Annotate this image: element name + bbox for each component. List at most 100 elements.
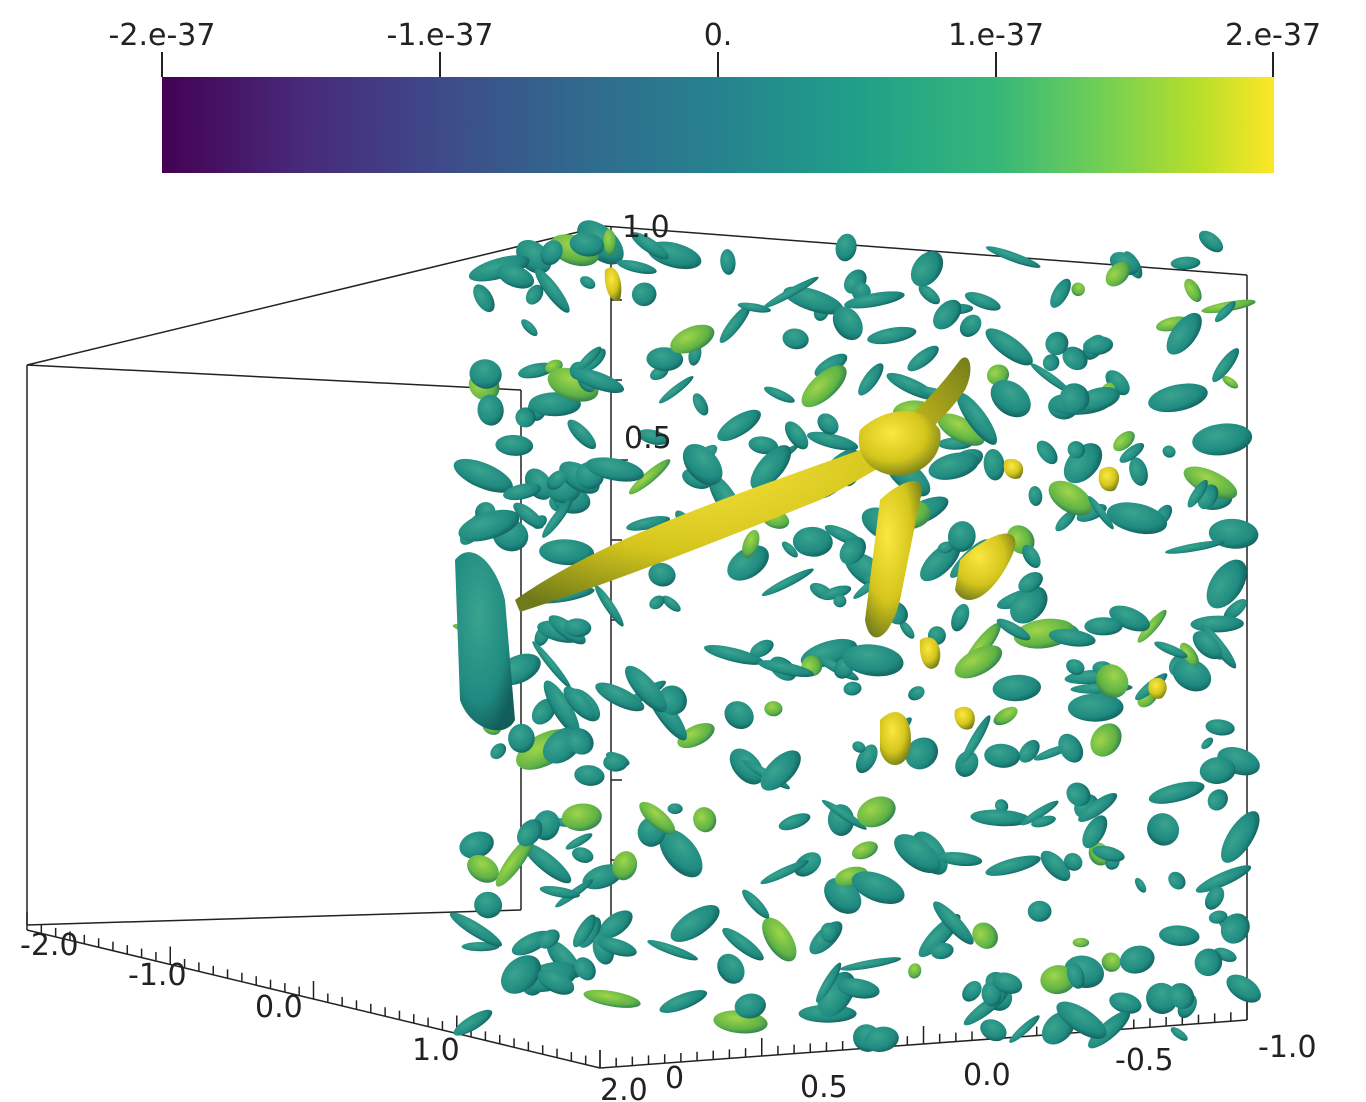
isosurface-blob: [603, 753, 628, 772]
isosurface-blob: [930, 942, 954, 960]
isosurface-blob: [1056, 1001, 1107, 1039]
isosurface-blob: [742, 529, 760, 559]
isosurface-blob: [962, 981, 982, 1002]
isosurface-blob: [1170, 256, 1201, 270]
isosurface-blob: [583, 989, 641, 1008]
isosurface-blob: [1226, 974, 1261, 1003]
isosurface-blob: [1148, 383, 1208, 413]
isosurface-blob: [737, 302, 771, 313]
isosurface-blob: [461, 942, 500, 952]
isosurface-blob: [612, 851, 638, 881]
isosurface-blob: [1083, 336, 1114, 355]
isosurface-blob: [458, 509, 520, 542]
isosurface-blob: [1010, 586, 1048, 624]
isosurface-blob: [682, 443, 723, 486]
isosurface-blob: [1212, 348, 1240, 383]
axis-label-x: -1.0: [128, 958, 187, 993]
isosurface-blob: [928, 452, 979, 480]
isosurface-blob: [1009, 1015, 1040, 1043]
isosurface-blob: [501, 955, 541, 994]
isosurface-blob: [639, 801, 676, 835]
isosurface-blob: [626, 516, 671, 531]
isosurface-blob: [1168, 871, 1186, 890]
isosurface-blob: [990, 379, 1031, 418]
isosurface-blob: [521, 319, 538, 337]
isosurface-blob: [473, 284, 495, 313]
isosurface-blob: [628, 459, 671, 495]
isosurface-blob: [525, 284, 544, 305]
isosurface-blob: [534, 268, 570, 313]
isosurface-blob: [693, 807, 717, 833]
isosurface-blob: [597, 937, 637, 957]
isosurface-blob: [764, 386, 795, 403]
isosurface-blob: [820, 585, 852, 600]
isosurface-blob: [515, 407, 536, 428]
isosurface-blob: [1207, 789, 1228, 811]
isosurface-blob: [1040, 850, 1071, 882]
isosurface-blob: [1170, 1027, 1188, 1041]
isosurface-blob: [572, 914, 596, 948]
isosurface-blob: [1066, 962, 1085, 989]
isosurface-blob: [748, 436, 779, 455]
isosurface-blob: [970, 809, 1030, 827]
isosurface-blob: [595, 682, 645, 712]
isosurface-blob: [523, 843, 572, 884]
isosurface-blob: [585, 457, 644, 482]
isosurface-blob: [843, 681, 862, 696]
isosurface-blob: [1092, 845, 1125, 862]
axis-label-x: 1.0: [412, 1033, 460, 1068]
isosurface-blob: [1223, 599, 1247, 621]
isosurface-blob: [1165, 540, 1225, 554]
isosurface-highlight: [604, 267, 622, 301]
axis-label-y: 0: [665, 1061, 684, 1096]
isosurface-blob: [508, 723, 535, 753]
isosurface-blob: [964, 291, 1001, 311]
isosurface-blob: [1048, 628, 1096, 647]
isosurface-blob: [646, 347, 684, 372]
isosurface-blob: [569, 367, 625, 394]
isosurface-blob: [783, 286, 844, 315]
colorbar-tick: [717, 52, 719, 77]
isosurface-blob: [1071, 282, 1085, 297]
isosurface-blob: [490, 743, 507, 760]
isosurface-highlight: [1098, 466, 1120, 492]
isosurface-blob: [563, 618, 592, 638]
isosurface-blob: [453, 1009, 493, 1036]
isosurface: [449, 220, 1261, 1052]
isosurface-blob: [1187, 479, 1208, 508]
isosurface-blob: [1055, 510, 1076, 532]
isosurface-blob: [1063, 852, 1083, 871]
isosurface-blob: [1048, 480, 1093, 516]
isosurface-blob: [603, 229, 617, 255]
isosurface-blob: [1058, 733, 1084, 763]
isosurface-blob: [1195, 865, 1252, 893]
isosurface-blob: [517, 819, 543, 847]
isosurface-blob: [1027, 900, 1052, 922]
axis-label-x: 2.0: [600, 1073, 648, 1102]
isosurface-blob: [659, 990, 708, 1013]
isosurface-blob: [1159, 925, 1200, 946]
colorbar-label-max: 2.e-37: [1224, 18, 1322, 53]
isosurface-blob: [954, 645, 1003, 679]
isosurface-blob: [1222, 375, 1239, 389]
isosurface-blob: [1172, 658, 1212, 692]
isosurface-blob: [761, 568, 814, 597]
isosurface-blob: [474, 891, 503, 919]
colorbar-gradient: [162, 77, 1274, 173]
colorbar-label-low: -1.e-37: [386, 18, 494, 53]
isosurface-blob: [750, 445, 792, 490]
axis-label-x: -2.0: [20, 928, 79, 963]
isosurface-blob: [1105, 261, 1131, 287]
isosurface-blob: [1109, 992, 1142, 1014]
isosurface-blob: [955, 750, 979, 777]
isosurface-blob: [792, 526, 833, 557]
isosurface-blob: [1183, 466, 1238, 500]
isosurface-blob: [833, 594, 847, 608]
isosurface-blob: [1148, 781, 1205, 804]
isosurface-highlight: [515, 357, 971, 612]
colorbar-tick: [439, 52, 441, 77]
isosurface-blob: [852, 741, 866, 753]
isosurface-blob: [1119, 442, 1145, 463]
isosurface-blob: [537, 969, 575, 995]
